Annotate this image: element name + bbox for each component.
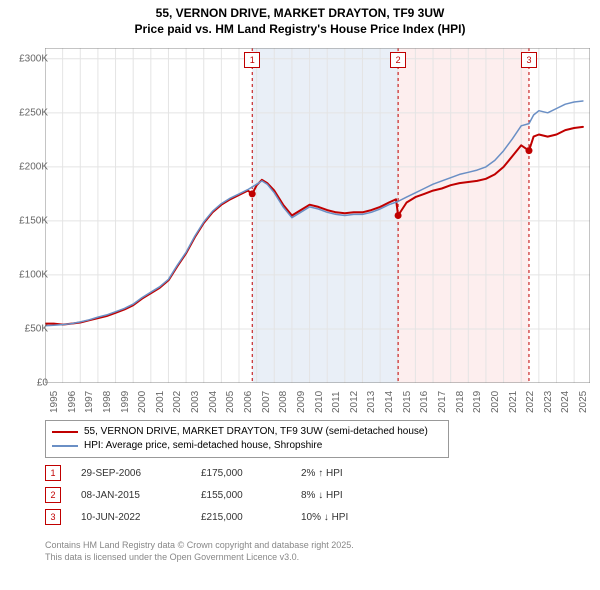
x-tick-label: 2024 [560, 391, 571, 413]
attribution-line-2: This data is licensed under the Open Gov… [45, 552, 354, 564]
marker-row: 1 29-SEP-2006£175,0002% ↑ HPI [45, 462, 545, 484]
y-tick-label: £300K [4, 53, 48, 64]
x-tick-label: 2002 [172, 391, 183, 413]
x-tick-label: 2013 [366, 391, 377, 413]
marker-diff: 10% ↓ HPI [301, 512, 421, 523]
y-tick-label: £200K [4, 161, 48, 172]
x-tick-label: 2010 [314, 391, 325, 413]
y-tick-label: £250K [4, 107, 48, 118]
y-tick-label: £50K [4, 323, 48, 334]
attribution: Contains HM Land Registry data © Crown c… [45, 540, 354, 563]
legend-label: HPI: Average price, semi-detached house,… [84, 439, 322, 453]
legend-swatch [52, 445, 78, 447]
marker-price: £155,000 [201, 490, 301, 501]
marker-date: 29-SEP-2006 [81, 468, 201, 479]
x-tick-label: 2012 [349, 391, 360, 413]
marker-date: 08-JAN-2015 [81, 490, 201, 501]
x-tick-label: 2019 [472, 391, 483, 413]
x-tick-label: 1997 [84, 391, 95, 413]
x-tick-label: 2022 [525, 391, 536, 413]
x-tick-label: 2017 [437, 391, 448, 413]
x-tick-label: 2009 [296, 391, 307, 413]
y-tick-label: £100K [4, 269, 48, 280]
x-tick-label: 2001 [155, 391, 166, 413]
title-block: 55, VERNON DRIVE, MARKET DRAYTON, TF9 3U… [0, 0, 600, 37]
marker-table: 1 29-SEP-2006£175,0002% ↑ HPI 2 08-JAN-2015… [45, 462, 545, 528]
chart-marker-box: 1 [244, 52, 260, 68]
x-tick-label: 2023 [543, 391, 554, 413]
marker-number-box: 2 [45, 487, 61, 503]
marker-diff: 8% ↓ HPI [301, 490, 421, 501]
title-line-2: Price paid vs. HM Land Registry's House … [0, 22, 600, 38]
x-tick-label: 2003 [190, 391, 201, 413]
chart-marker-box: 2 [390, 52, 406, 68]
x-tick-label: 2018 [455, 391, 466, 413]
marker-number-box: 1 [45, 465, 61, 481]
marker-number-box: 3 [45, 509, 61, 525]
x-tick-label: 2006 [243, 391, 254, 413]
chart-plot-area [45, 48, 590, 383]
y-tick-label: £150K [4, 215, 48, 226]
marker-row: 2 08-JAN-2015£155,0008% ↓ HPI [45, 484, 545, 506]
legend-row: HPI: Average price, semi-detached house,… [52, 439, 442, 453]
x-tick-label: 2025 [578, 391, 589, 413]
x-tick-label: 2000 [137, 391, 148, 413]
marker-price: £175,000 [201, 468, 301, 479]
x-tick-label: 2016 [419, 391, 430, 413]
marker-row: 3 10-JUN-2022£215,00010% ↓ HPI [45, 506, 545, 528]
x-tick-label: 2005 [225, 391, 236, 413]
chart-container: 55, VERNON DRIVE, MARKET DRAYTON, TF9 3U… [0, 0, 600, 590]
chart-marker-box: 3 [521, 52, 537, 68]
x-tick-label: 2007 [261, 391, 272, 413]
x-tick-label: 1999 [120, 391, 131, 413]
chart-svg [45, 48, 590, 383]
title-line-1: 55, VERNON DRIVE, MARKET DRAYTON, TF9 3U… [0, 6, 600, 22]
x-tick-label: 2011 [331, 391, 342, 413]
marker-diff: 2% ↑ HPI [301, 468, 421, 479]
x-tick-label: 1995 [49, 391, 60, 413]
x-tick-label: 2008 [278, 391, 289, 413]
x-tick-label: 2014 [384, 391, 395, 413]
x-tick-label: 2004 [208, 391, 219, 413]
x-tick-label: 1998 [102, 391, 113, 413]
x-tick-label: 1996 [67, 391, 78, 413]
legend-row: 55, VERNON DRIVE, MARKET DRAYTON, TF9 3U… [52, 425, 442, 439]
marker-date: 10-JUN-2022 [81, 512, 201, 523]
legend-label: 55, VERNON DRIVE, MARKET DRAYTON, TF9 3U… [84, 425, 428, 439]
attribution-line-1: Contains HM Land Registry data © Crown c… [45, 540, 354, 552]
x-tick-label: 2020 [490, 391, 501, 413]
marker-price: £215,000 [201, 512, 301, 523]
y-tick-label: £0 [4, 378, 48, 389]
legend: 55, VERNON DRIVE, MARKET DRAYTON, TF9 3U… [45, 420, 449, 458]
x-tick-label: 2015 [402, 391, 413, 413]
legend-swatch [52, 431, 78, 433]
x-tick-label: 2021 [508, 391, 519, 413]
